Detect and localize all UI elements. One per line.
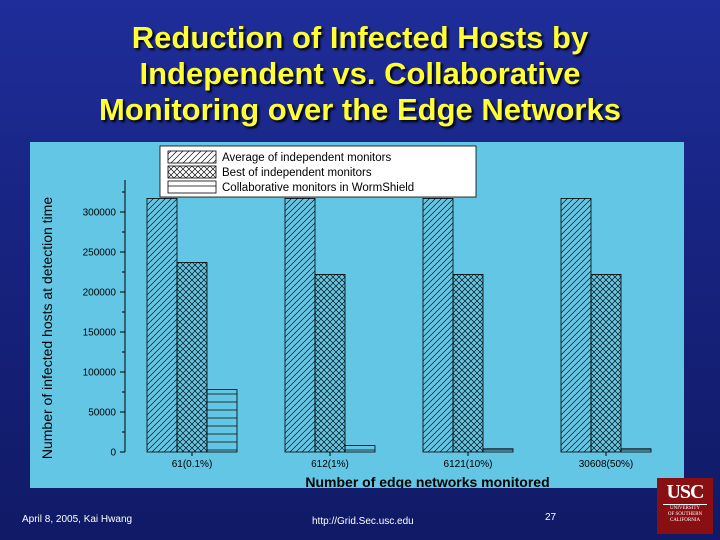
chart-panel: 0 50000 100000 150000 200000 250000 300000 61(0… xyxy=(30,142,684,488)
bar xyxy=(206,389,238,453)
title-line-1: Reduction of Infected Hosts by xyxy=(131,20,589,55)
logo-line-3: CALIFORNIA xyxy=(669,518,701,523)
bar xyxy=(560,198,592,453)
bar xyxy=(146,198,178,453)
footer-date-author: April 8, 2005, Kai Hwang xyxy=(22,514,133,525)
x-axis-title: Number of edge networks monitored xyxy=(305,474,549,488)
legend-swatch xyxy=(167,150,217,164)
usc-logo: USC UNIVERSITY OF SOUTHERN CALIFORNIA xyxy=(657,478,713,534)
bar xyxy=(422,198,454,453)
y-axis-title: Number of infected hosts at detection ti… xyxy=(39,197,55,459)
bar xyxy=(590,273,622,453)
y-tick-label: 0 xyxy=(110,448,116,459)
y-tick-label: 100000 xyxy=(83,368,117,379)
logo-line-1: UNIVERSITY xyxy=(670,506,700,511)
bar xyxy=(620,448,652,453)
y-tick-label: 50000 xyxy=(88,408,116,419)
bar xyxy=(176,262,208,453)
bar xyxy=(482,448,514,453)
legend-swatch xyxy=(167,180,217,194)
footer-url: http://Grid.Sec.usc.edu xyxy=(312,516,414,527)
x-tick-label: 612(1%) xyxy=(311,459,349,470)
y-tick-label: 250000 xyxy=(83,248,117,259)
y-tick-label: 150000 xyxy=(83,328,117,339)
bar xyxy=(452,273,484,453)
legend-label: Collaborative monitors in WormShield xyxy=(222,182,414,194)
y-tick-label: 300000 xyxy=(83,208,117,219)
y-tick-label: 200000 xyxy=(83,288,117,299)
title-line-3: Monitoring over the Edge Networks xyxy=(99,92,621,127)
legend-label: Average of independent monitors xyxy=(222,152,391,164)
legend-swatch xyxy=(167,165,217,179)
logo-abbr: USC xyxy=(666,481,704,503)
bar xyxy=(314,273,346,453)
bar-chart: 0 50000 100000 150000 200000 250000 300000 61(0… xyxy=(39,145,652,488)
legend-label: Best of independent monitors xyxy=(222,167,372,179)
logo-line-2: OF SOUTHERN xyxy=(667,512,703,517)
bar xyxy=(284,198,316,453)
x-tick-label: 61(0.1%) xyxy=(172,459,213,470)
x-tick-label: 6121(10%) xyxy=(444,459,493,470)
x-tick-label: 30608(50%) xyxy=(579,459,633,470)
footer-page-number: 27 xyxy=(545,512,557,523)
title-line-2: Independent vs. Collaborative xyxy=(139,56,581,91)
slide-title: Reduction of Infected Hosts by Independe… xyxy=(0,20,720,128)
bar xyxy=(344,445,376,453)
